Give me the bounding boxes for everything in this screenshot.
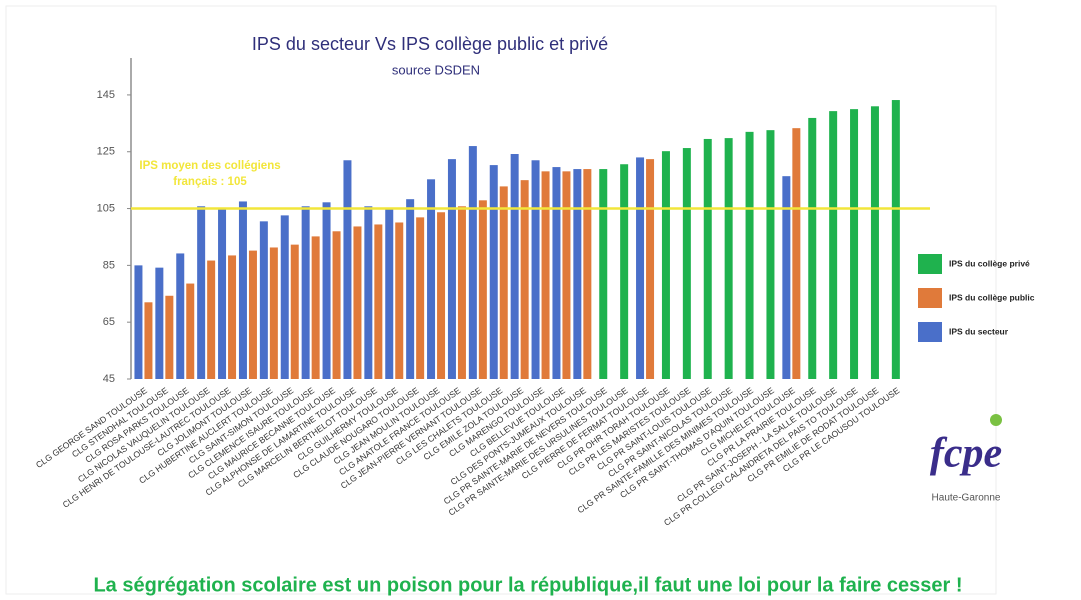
bar	[891, 100, 900, 379]
bar	[766, 130, 775, 379]
bar	[636, 157, 645, 379]
bar	[520, 180, 529, 379]
bar	[269, 247, 278, 379]
bar	[620, 164, 629, 379]
bar	[703, 138, 712, 379]
bar	[682, 148, 691, 379]
logo-figure	[990, 414, 1002, 426]
bar	[573, 169, 582, 379]
legend-swatch	[918, 322, 942, 342]
bar	[385, 208, 394, 379]
bar	[176, 253, 185, 379]
bar	[343, 160, 352, 379]
bar	[437, 212, 446, 379]
y-tick-label: 45	[103, 373, 115, 385]
y-tick-label: 125	[97, 146, 115, 158]
bar	[197, 206, 206, 379]
chart-title: IPS du secteur Vs IPS collège public et …	[252, 34, 608, 54]
bar	[850, 109, 859, 379]
bar	[374, 224, 383, 379]
bar	[661, 151, 670, 379]
bar	[238, 201, 247, 379]
bar	[599, 169, 608, 379]
footer: La ségrégation scolaire est un poison po…	[93, 574, 962, 596]
bar	[311, 236, 320, 379]
frame	[5, 5, 997, 595]
y-tick-label: 65	[103, 316, 115, 328]
bar	[562, 171, 571, 379]
bar	[165, 295, 174, 379]
y-tick-label: 145	[97, 89, 115, 101]
chart-subtitle: source DSDEN	[392, 62, 480, 77]
bar	[870, 106, 879, 379]
bar	[792, 128, 801, 379]
y-tick-label: 105	[97, 202, 115, 214]
logo-subtitle: Haute-Garonne	[932, 493, 1001, 504]
legend-swatch	[918, 288, 942, 308]
bar	[531, 160, 540, 379]
legend-label: IPS du secteur	[949, 326, 1009, 336]
bar	[280, 215, 289, 379]
bar	[541, 171, 550, 379]
bar	[364, 206, 373, 379]
bar	[724, 138, 733, 379]
bar	[228, 255, 237, 379]
bar	[322, 202, 331, 379]
bar	[207, 260, 216, 379]
bar	[745, 131, 754, 379]
bar	[782, 176, 791, 379]
bar	[510, 154, 519, 379]
bar	[646, 159, 655, 379]
bar	[248, 250, 257, 379]
bar	[332, 231, 341, 379]
bar	[353, 226, 362, 379]
bar	[406, 199, 415, 379]
reference-label: français : 105	[173, 176, 247, 188]
bar	[395, 222, 404, 379]
bar	[301, 206, 310, 379]
reference-label: IPS moyen des collégiens	[139, 160, 280, 172]
bar	[290, 244, 299, 379]
bar	[499, 186, 508, 379]
bar	[144, 302, 153, 379]
bar	[155, 267, 164, 379]
bar	[447, 159, 456, 379]
bar	[552, 167, 561, 379]
bar	[489, 165, 498, 379]
bar	[134, 265, 143, 379]
bar	[457, 206, 466, 379]
bar	[583, 169, 592, 379]
bar	[259, 221, 268, 379]
bar	[416, 217, 425, 379]
legend-label: IPS du collège public	[949, 292, 1035, 302]
bar	[186, 283, 195, 379]
bar	[478, 200, 487, 379]
logo: fcpe	[930, 431, 1002, 477]
bar	[427, 179, 436, 379]
bar	[468, 146, 477, 379]
bar	[829, 111, 838, 379]
bar	[808, 117, 817, 379]
y-tick-label: 85	[103, 259, 115, 271]
bar	[218, 209, 227, 379]
legend-label: IPS du collège privé	[949, 258, 1030, 268]
legend-swatch	[918, 254, 942, 274]
